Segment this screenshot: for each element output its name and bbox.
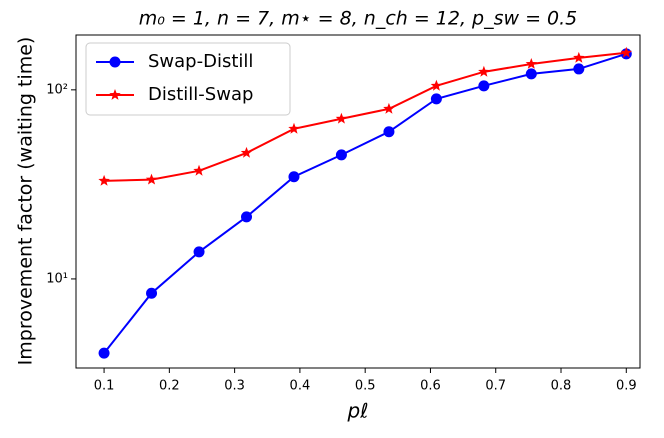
circle-marker — [383, 126, 395, 138]
star-marker — [383, 102, 395, 114]
star-marker — [240, 146, 253, 158]
circle-marker — [193, 246, 205, 258]
x-tick-label: 0.5 — [355, 379, 376, 394]
star-marker — [573, 51, 585, 63]
star-marker — [525, 58, 537, 69]
x-axis-label: pℓ — [347, 399, 369, 423]
legend-label: Distill-Swap — [148, 84, 253, 105]
x-tick-label: 0.8 — [551, 379, 572, 394]
y-axis-label: Improvement factor (waiting time) — [15, 37, 37, 366]
circle-marker — [430, 93, 442, 105]
x-tick-label: 0.4 — [290, 379, 311, 394]
star-marker — [288, 122, 300, 134]
plot-frame — [75, 34, 641, 369]
x-tick-label: 0.7 — [485, 379, 506, 394]
circle-marker — [241, 211, 253, 223]
star-marker — [478, 65, 490, 77]
circle-marker — [335, 149, 347, 161]
legend-box — [85, 42, 291, 116]
x-tick-label: 0.3 — [224, 379, 245, 394]
x-tick-label: 0.1 — [94, 379, 115, 394]
star-marker — [620, 46, 632, 58]
star-marker — [430, 79, 443, 91]
circle-marker — [573, 63, 585, 75]
x-tick-label: 0.9 — [616, 379, 637, 394]
circle-marker — [478, 80, 490, 92]
star-marker — [98, 174, 110, 186]
legend-label: Swap-Distill — [148, 51, 253, 72]
circle-marker — [146, 287, 158, 299]
y-tick-label: 10² — [46, 82, 68, 97]
line — [104, 51, 627, 182]
star-marker — [193, 164, 205, 176]
chart-title: m₀ = 1, n = 7, m⋆ = 8, n_ch = 12, p_sw =… — [139, 8, 578, 30]
circle-marker — [525, 68, 537, 80]
x-tick-label: 0.6 — [420, 379, 441, 394]
circle-marker — [98, 347, 110, 359]
x-tick-label: 0.2 — [159, 379, 180, 394]
circle-marker — [109, 56, 121, 68]
circle-marker — [288, 171, 300, 183]
star-marker — [145, 173, 158, 185]
star-marker — [335, 112, 348, 124]
y-tick-label: 10¹ — [46, 271, 68, 286]
line — [103, 52, 627, 354]
star-marker — [109, 89, 121, 100]
